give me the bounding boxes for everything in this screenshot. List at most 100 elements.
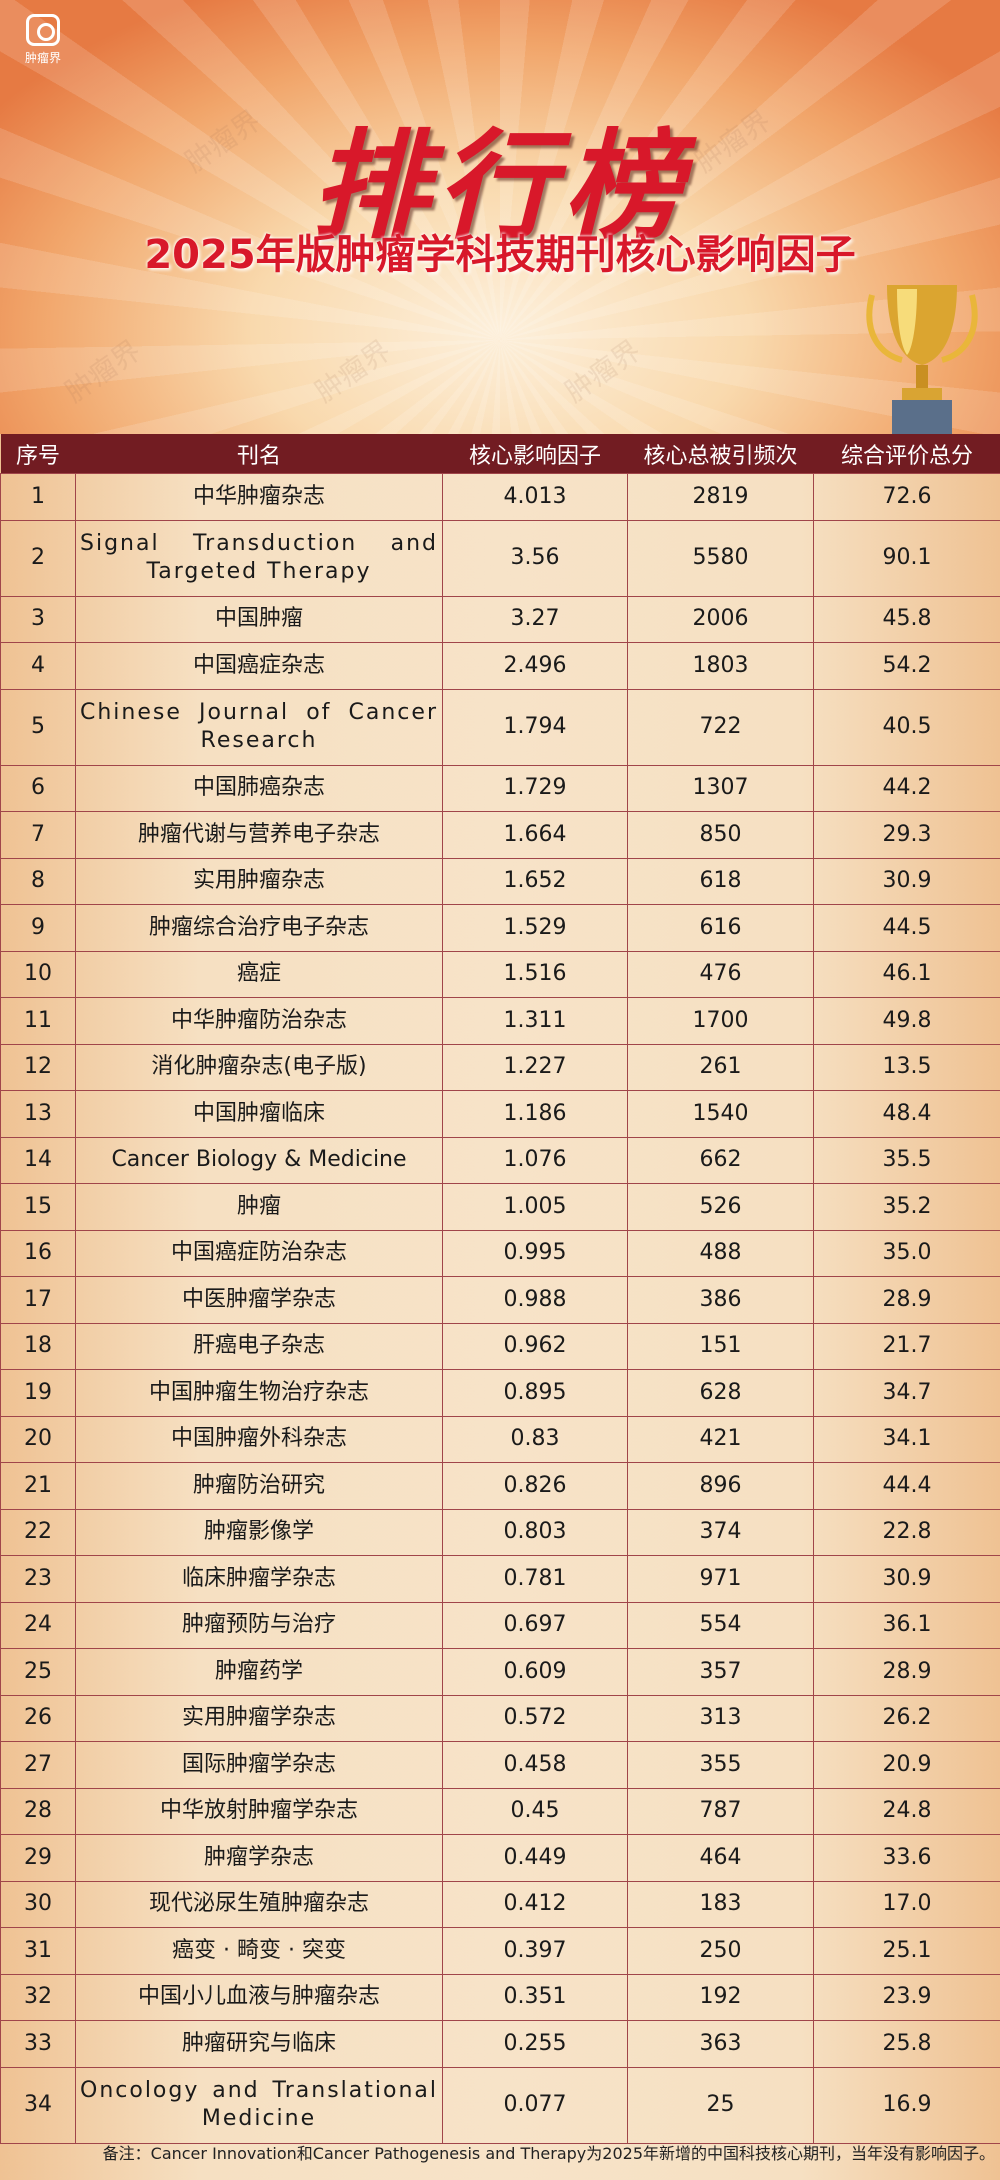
table-row: 25 肿瘤药学 0.609 357 28.9 [0, 1648, 1000, 1696]
impact-factor-cell: 0.609 [442, 1648, 628, 1696]
impact-factor-cell: 1.311 [442, 997, 628, 1045]
total-citations-cell: 971 [627, 1555, 814, 1603]
table-row: 3 中国肿瘤 3.27 2006 45.8 [0, 595, 1000, 643]
total-citations-cell: 374 [627, 1508, 814, 1556]
table-row: 11 中华肿瘤防治杂志 1.311 1700 49.8 [0, 997, 1000, 1045]
table-row: 29 肿瘤学杂志 0.449 464 33.6 [0, 1834, 1000, 1882]
impact-factor-cell: 0.45 [442, 1787, 628, 1835]
total-citations-cell: 850 [627, 811, 814, 859]
total-score-cell: 35.0 [813, 1229, 1000, 1277]
rank-cell: 26 [0, 1694, 76, 1742]
total-citations-cell: 1540 [627, 1090, 814, 1138]
column-header-journal: 刊名 [75, 434, 443, 474]
total-score-cell: 90.1 [813, 519, 1000, 597]
rank-cell: 32 [0, 1973, 76, 2021]
table-row: 27 国际肿瘤学杂志 0.458 355 20.9 [0, 1741, 1000, 1789]
journal-name-cell: 中国癌症杂志 [75, 642, 443, 690]
impact-factor-cell: 0.803 [442, 1508, 628, 1556]
journal-name-cell: 中国肿瘤临床 [75, 1090, 443, 1138]
total-score-cell: 72.6 [813, 473, 1000, 521]
total-score-cell: 54.2 [813, 642, 1000, 690]
column-header-impact-factor: 核心影响因子 [442, 434, 628, 474]
impact-factor-cell: 0.449 [442, 1834, 628, 1882]
journal-name-cell: 癌症 [75, 950, 443, 998]
journal-ranking-table: 序号 刊名 核心影响因子 核心总被引频次 综合评价总分 1 中华肿瘤杂志 4.013… [0, 434, 1000, 2144]
total-citations-cell: 25 [627, 2066, 814, 2144]
journal-name-cell: 中国肿瘤 [75, 595, 443, 643]
impact-factor-cell: 0.826 [442, 1462, 628, 1510]
rank-cell: 27 [0, 1741, 76, 1789]
journal-name-cell: 现代泌尿生殖肿瘤杂志 [75, 1880, 443, 1928]
impact-factor-cell: 3.27 [442, 595, 628, 643]
rank-cell: 7 [0, 811, 76, 859]
impact-factor-cell: 1.652 [442, 857, 628, 905]
total-citations-cell: 192 [627, 1973, 814, 2021]
journal-name-cell: Cancer Biology & Medicine [75, 1136, 443, 1184]
rank-cell: 5 [0, 688, 76, 766]
rank-cell: 14 [0, 1136, 76, 1184]
rank-cell: 23 [0, 1555, 76, 1603]
table-row: 6 中国肺癌杂志 1.729 1307 44.2 [0, 764, 1000, 812]
journal-name-cell: 中国肺癌杂志 [75, 764, 443, 812]
journal-name-cell: Oncology and Translational Medicine [75, 2066, 443, 2144]
table-row: 31 癌变 · 畸变 · 突变 0.397 250 25.1 [0, 1927, 1000, 1975]
banner: 肿瘤界 肿瘤界 肿瘤界 肿瘤界 肿瘤界 肿瘤界 排行榜 2025年版肿瘤学科技期… [0, 0, 1000, 434]
impact-factor-cell: 0.697 [442, 1601, 628, 1649]
rank-cell: 6 [0, 764, 76, 812]
total-citations-cell: 386 [627, 1276, 814, 1324]
total-score-cell: 16.9 [813, 2066, 1000, 2144]
rank-cell: 9 [0, 904, 76, 952]
journal-name-cell: 消化肿瘤杂志(电子版) [75, 1043, 443, 1091]
total-score-cell: 29.3 [813, 811, 1000, 859]
rank-cell: 4 [0, 642, 76, 690]
total-citations-cell: 355 [627, 1741, 814, 1789]
rank-cell: 31 [0, 1927, 76, 1975]
rank-cell: 22 [0, 1508, 76, 1556]
table-row: 7 肿瘤代谢与营养电子杂志 1.664 850 29.3 [0, 811, 1000, 859]
journal-name-cell: 中国肿瘤外科杂志 [75, 1415, 443, 1463]
rank-cell: 2 [0, 519, 76, 597]
rank-cell: 3 [0, 595, 76, 643]
journal-name-cell: 实用肿瘤杂志 [75, 857, 443, 905]
total-score-cell: 23.9 [813, 1973, 1000, 2021]
total-score-cell: 13.5 [813, 1043, 1000, 1091]
table-row: 30 现代泌尿生殖肿瘤杂志 0.412 183 17.0 [0, 1880, 1000, 1928]
journal-name-cell: 肿瘤药学 [75, 1648, 443, 1696]
impact-factor-cell: 1.076 [442, 1136, 628, 1184]
journal-name-cell: 肝癌电子杂志 [75, 1322, 443, 1370]
total-score-cell: 25.1 [813, 1927, 1000, 1975]
journal-name-cell: 癌变 · 畸变 · 突变 [75, 1927, 443, 1975]
impact-factor-cell: 1.664 [442, 811, 628, 859]
rank-cell: 11 [0, 997, 76, 1045]
total-citations-cell: 616 [627, 904, 814, 952]
rank-cell: 12 [0, 1043, 76, 1091]
journal-name-cell: 国际肿瘤学杂志 [75, 1741, 443, 1789]
impact-factor-cell: 1.794 [442, 688, 628, 766]
column-header-rank: 序号 [0, 434, 76, 474]
impact-factor-cell: 0.988 [442, 1276, 628, 1324]
table-row: 21 肿瘤防治研究 0.826 896 44.4 [0, 1462, 1000, 1510]
total-citations-cell: 464 [627, 1834, 814, 1882]
table-row: 8 实用肿瘤杂志 1.652 618 30.9 [0, 857, 1000, 905]
journal-name-cell: 实用肿瘤学杂志 [75, 1694, 443, 1742]
rank-cell: 24 [0, 1601, 76, 1649]
total-score-cell: 45.8 [813, 595, 1000, 643]
total-citations-cell: 618 [627, 857, 814, 905]
table-row: 18 肝癌电子杂志 0.962 151 21.7 [0, 1322, 1000, 1370]
total-citations-cell: 488 [627, 1229, 814, 1277]
impact-factor-cell: 1.186 [442, 1090, 628, 1138]
total-citations-cell: 722 [627, 688, 814, 766]
journal-name-cell: 肿瘤综合治疗电子杂志 [75, 904, 443, 952]
impact-factor-cell: 0.572 [442, 1694, 628, 1742]
journal-name-cell: 肿瘤学杂志 [75, 1834, 443, 1882]
table-row: 14 Cancer Biology & Medicine 1.076 662 35.5 [0, 1136, 1000, 1184]
table-row: 33 肿瘤研究与临床 0.255 363 25.8 [0, 2020, 1000, 2068]
journal-name-cell: 中医肿瘤学杂志 [75, 1276, 443, 1324]
rank-cell: 10 [0, 950, 76, 998]
total-score-cell: 28.9 [813, 1648, 1000, 1696]
rank-cell: 34 [0, 2066, 76, 2144]
journal-name-cell: 中国肿瘤生物治疗杂志 [75, 1369, 443, 1417]
total-score-cell: 34.7 [813, 1369, 1000, 1417]
table-row: 16 中国癌症防治杂志 0.995 488 35.0 [0, 1229, 1000, 1277]
total-citations-cell: 787 [627, 1787, 814, 1835]
